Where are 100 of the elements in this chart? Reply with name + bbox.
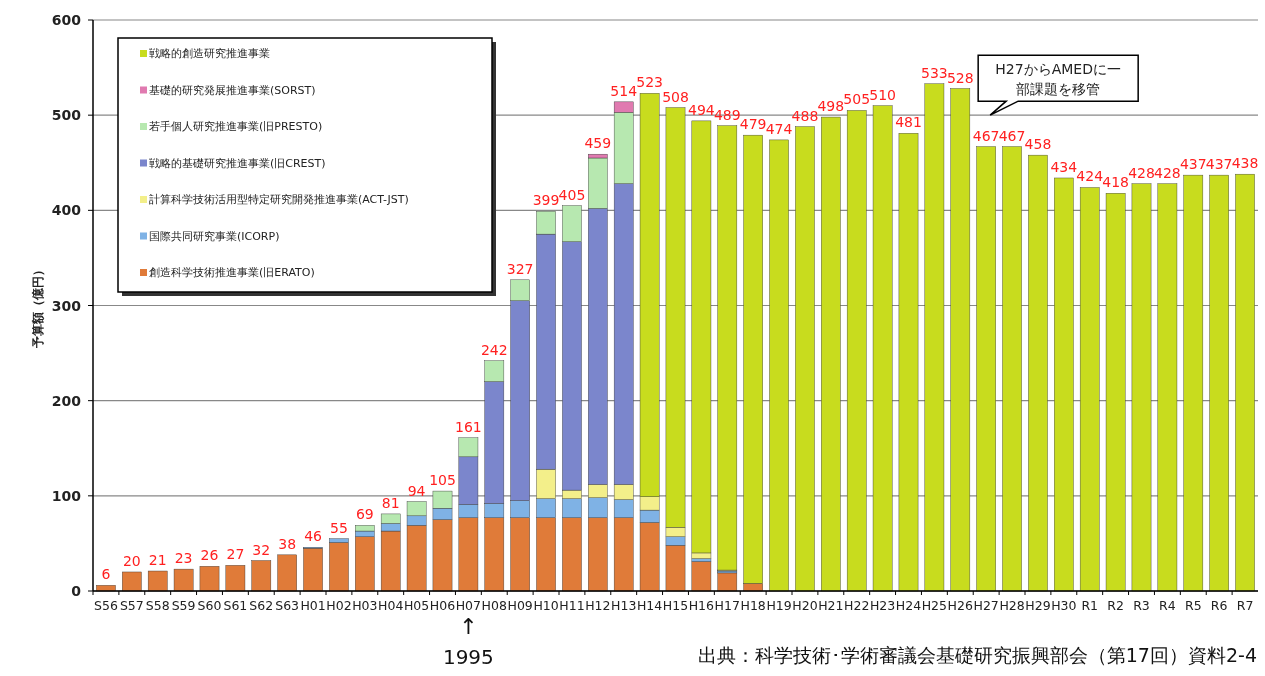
legend-label: 戦略的基礎研究推進事業(旧CREST) [149,156,326,170]
x-tick-label: H16 [688,598,715,613]
x-tick-label: R7 [1236,598,1254,613]
total-label: 488 [791,107,819,124]
total-label: 523 [636,74,663,91]
total-label: 481 [895,114,922,131]
legend-label: 若手個人研究推進事業(旧PRESTO) [149,120,323,133]
total-label: 508 [662,88,689,105]
total-label: 498 [817,98,845,115]
x-tick-label: S63 [275,598,300,613]
x-tick-label: H07 [455,598,482,613]
x-tick-label: S61 [223,598,248,613]
x-tick-label: H18 [740,598,766,613]
total-label: 437 [1205,156,1233,173]
total-label: 474 [765,120,793,137]
x-tick-label: R5 [1184,598,1202,613]
y-tick-label: 300 [51,297,82,314]
x-tick-label: H21 [818,598,844,613]
x-tick-label: S58 [145,598,170,613]
total-label: 467 [998,127,1026,144]
total-label: 38 [278,535,297,552]
x-tick-label: S60 [197,598,222,613]
x-tick-label: H14 [636,598,663,613]
total-label: 505 [843,91,871,108]
y-tick-label: 600 [51,12,82,28]
legend-label: 基礎的研究発展推進事業(SORST) [149,83,316,97]
x-tick-label: S56 [94,598,118,613]
x-tick-label: H05 [403,598,430,613]
total-label: 242 [480,341,508,358]
x-tick-label: H12 [585,598,611,613]
total-label: 437 [1179,156,1207,173]
total-label: 55 [330,519,348,536]
x-tick-label: H23 [869,598,896,613]
total-label: 399 [532,192,560,209]
total-label: 405 [558,186,586,203]
x-tick-label: H10 [533,598,559,613]
total-label: 438 [1231,155,1259,172]
x-tick-label: H28 [999,598,1025,613]
x-tick-label: S57 [119,598,144,613]
total-label: 26 [200,547,219,564]
x-tick-label: H26 [947,598,973,613]
y-tick-label: 400 [51,202,82,219]
total-label: 94 [407,482,426,499]
legend-label: 創造科学技術推進事業(旧ERATO) [149,266,315,279]
total-label: 434 [1050,158,1078,175]
total-label: 46 [304,528,323,545]
x-tick-label: H22 [844,598,870,613]
x-tick-label: S62 [249,598,274,613]
source-note: 出典：科学技術･学術審議会基礎研究振興部会（第17回）資料2-4 [697,644,1257,666]
y-axis-title: 予算額（億円） [31,263,45,349]
x-tick-label: H08 [481,598,507,613]
total-label: 161 [455,418,482,435]
y-tick-label: 500 [51,107,82,124]
y-tick-label: 0 [71,583,82,599]
x-tick-label: H04 [378,598,404,613]
total-label: 32 [252,541,271,558]
x-tick-label: H15 [662,598,689,613]
total-label: 327 [506,260,534,277]
x-tick-label: R3 [1133,598,1150,613]
total-label: 467 [972,127,1000,144]
total-label: 459 [584,135,612,152]
y-tick-label: 200 [51,392,82,409]
legend-label: 計算科学技術活用型特定研究開発推進事業(ACT-JST) [149,193,409,206]
x-tick-label: H17 [714,598,740,613]
x-tick-label: H19 [766,598,792,613]
x-tick-label: R6 [1210,598,1228,613]
total-label: 510 [869,86,896,103]
x-tick-label: H29 [1025,598,1051,613]
total-label: 428 [1154,164,1181,181]
total-label: 489 [713,106,741,123]
x-tick-label: R2 [1107,598,1124,613]
x-tick-label: H09 [507,598,533,613]
x-tick-label: H11 [559,598,585,613]
total-label: 20 [122,552,141,569]
legend-label: 戦略的創造研究推進事業 [149,47,270,60]
total-label: 458 [1024,136,1052,153]
x-tick-label: H06 [429,598,456,613]
x-tick-label: H20 [792,598,818,613]
text: 1995 [442,645,494,669]
x-tick-label: H03 [352,598,378,613]
total-label: 479 [739,116,767,133]
total-label: 418 [1102,174,1129,191]
total-label: 81 [381,494,400,511]
annotation: H27からAMEDに一部課題を移管 [995,61,1121,98]
x-tick-label: R4 [1159,598,1176,613]
total-label: 23 [174,550,193,567]
total-label: 428 [1128,164,1155,181]
total-label: 105 [429,472,456,489]
x-tick-label: H25 [921,598,948,613]
text: ↑ [459,614,478,639]
x-tick-label: H30 [1051,598,1077,613]
x-tick-label: H27 [973,598,999,613]
total-label: 494 [688,101,715,118]
total-label: 6 [101,566,111,583]
total-label: 27 [226,546,245,563]
legend-label: 国際共同研究事業(ICORP) [149,229,280,243]
x-tick-label: H01 [300,598,326,613]
total-label: 21 [148,552,167,569]
x-tick-label: S59 [171,598,196,613]
total-label: 528 [946,69,974,86]
